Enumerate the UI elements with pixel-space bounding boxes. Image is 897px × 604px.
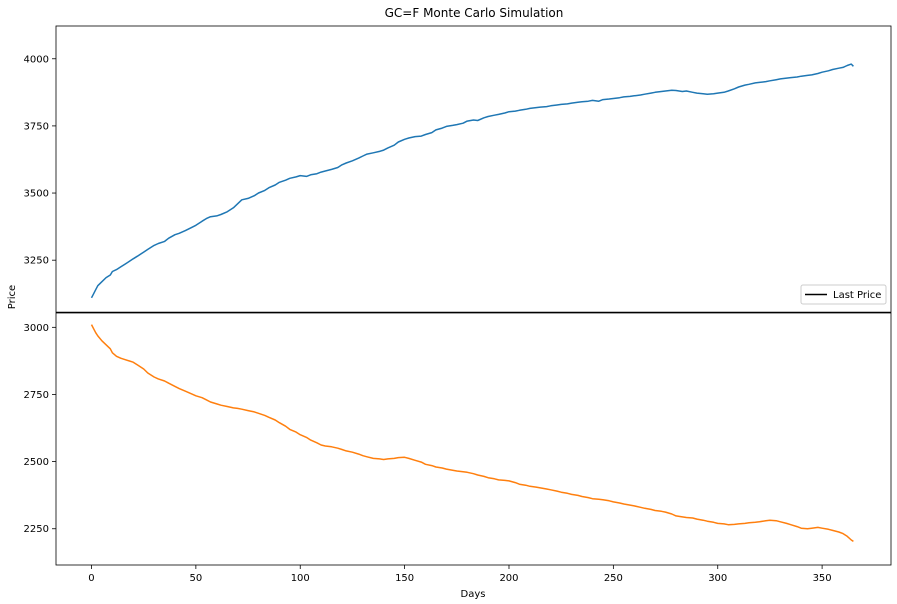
x-tick-label: 300: [708, 573, 727, 584]
x-tick-label: 0: [88, 573, 94, 584]
plot-area: [55, 25, 892, 566]
x-tick-label: 50: [189, 573, 202, 584]
x-tick-label: 200: [499, 573, 518, 584]
x-tick-label: 150: [395, 573, 414, 584]
y-axis-label: Price: [7, 285, 18, 309]
series-line-1: [90, 63, 854, 299]
legend-label-last-price: Last Price: [833, 290, 881, 301]
y-axis: 2250 2500 2750 3000 3250 3500 3750 4000: [24, 54, 56, 535]
y-tick-label: 2750: [24, 390, 49, 401]
legend-box: [800, 284, 887, 305]
x-tick-label: 250: [604, 573, 623, 584]
x-axis-label: Days: [461, 589, 486, 600]
y-tick-label: 2250: [24, 524, 49, 535]
x-axis: 0 50 100 150 200 250 300 350: [88, 565, 832, 584]
series-line-2: [90, 324, 854, 543]
y-tick-label: 2500: [24, 457, 49, 468]
axes-frame: [55, 25, 892, 566]
y-tick-label: 3250: [24, 256, 49, 267]
chart-title: GC=F Monte Carlo Simulation: [385, 6, 564, 20]
legend: Last Price: [800, 284, 887, 305]
y-tick-label: 3500: [24, 189, 49, 200]
x-tick-label: 350: [813, 573, 832, 584]
y-tick-label: 3000: [24, 323, 49, 334]
x-tick-label: 100: [291, 573, 310, 584]
y-tick-label: 3750: [24, 121, 49, 132]
y-tick-label: 4000: [24, 54, 49, 65]
